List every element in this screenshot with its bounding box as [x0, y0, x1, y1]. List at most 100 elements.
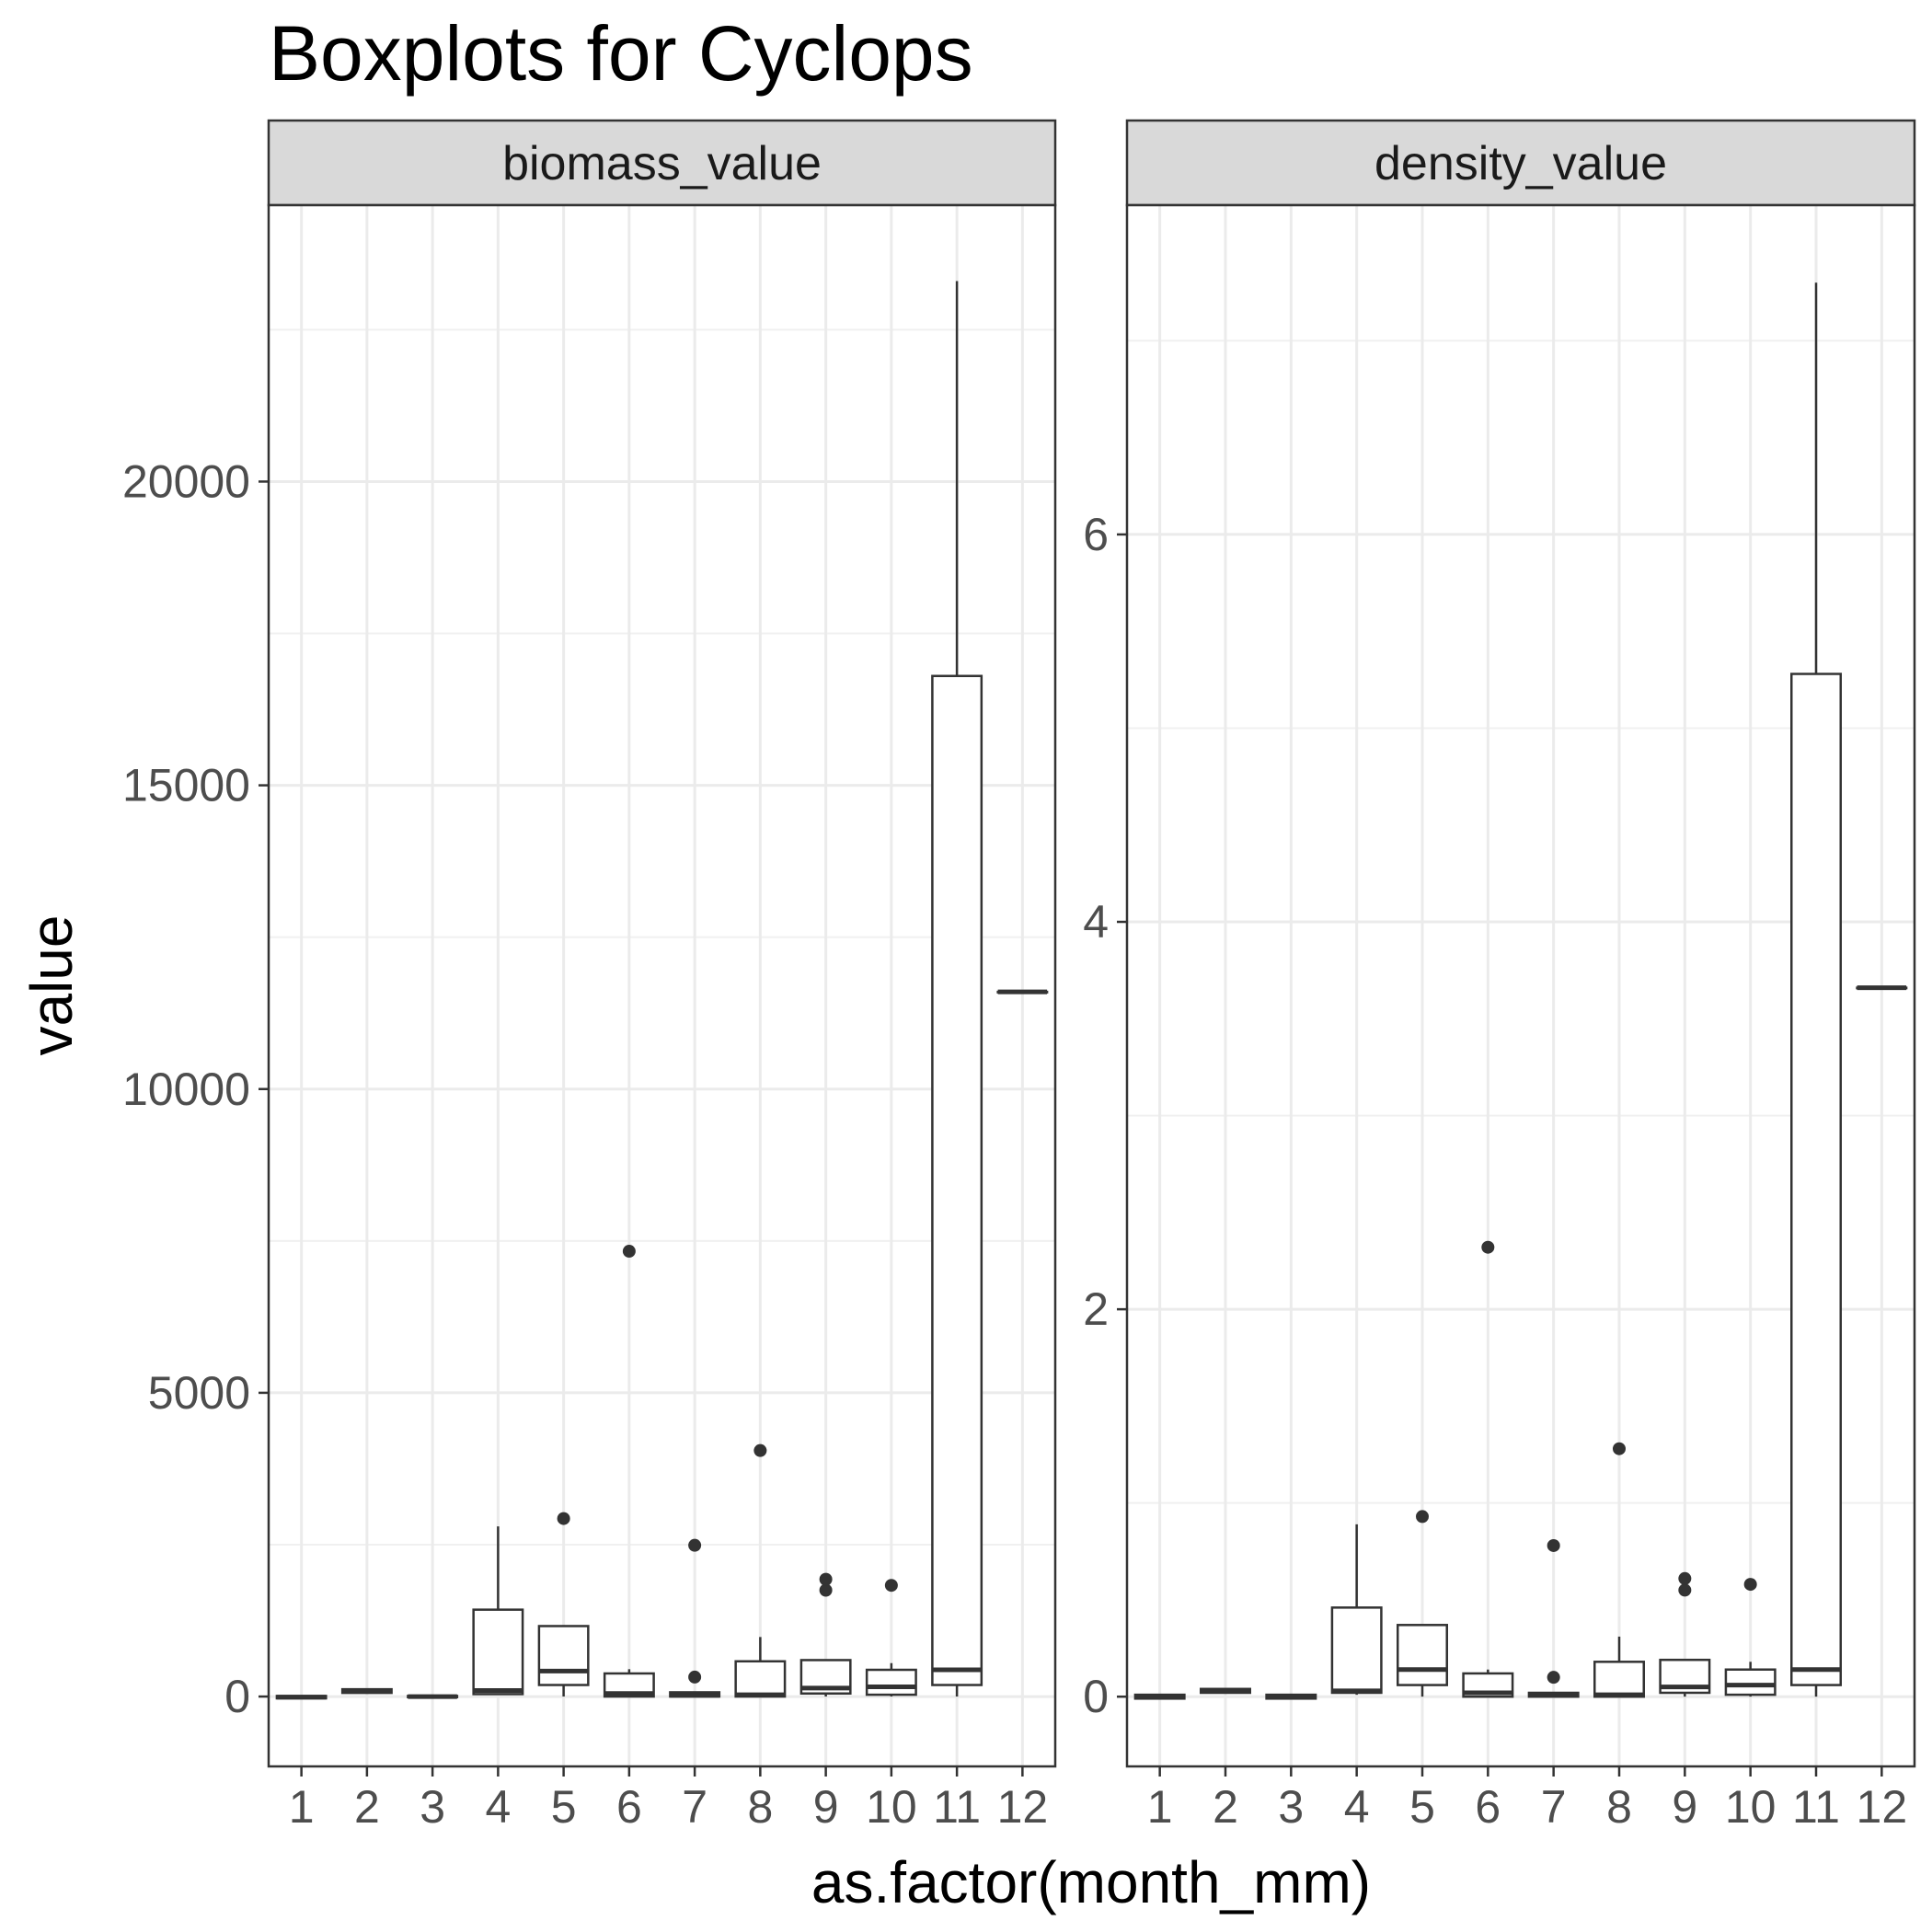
x-axis-title: as.factor(month_mm): [811, 1849, 1371, 1915]
box-10: [1724, 1578, 1777, 1697]
box-10: [865, 1579, 917, 1697]
y-axis-title: value: [18, 915, 85, 1056]
outlier-point: [1678, 1583, 1692, 1597]
box-body: [1593, 1661, 1645, 1698]
box-3: [1265, 1693, 1317, 1700]
outlier-point: [1547, 1538, 1560, 1552]
x-tick-label: 6: [1475, 1781, 1501, 1833]
facet-label-biomass: biomass_value: [502, 137, 822, 190]
x-axis-density: 1 2 3 4 5 6 7 8 9 10 11 12: [1147, 1766, 1907, 1833]
y-tick-label: 6: [1083, 509, 1109, 560]
x-tick-label: 5: [1409, 1781, 1435, 1833]
box-body: [472, 1608, 524, 1696]
box-8: [734, 1443, 787, 1698]
x-tick-label: 2: [354, 1781, 380, 1833]
x-tick-label: 1: [289, 1781, 315, 1833]
y-axis-biomass: 0 5000 10000 15000 20000: [122, 455, 269, 1722]
outlier-point: [622, 1245, 636, 1259]
box-body: [1790, 673, 1842, 1686]
outlier-point: [1416, 1510, 1429, 1524]
outlier-point: [1547, 1671, 1560, 1685]
box-body: [1330, 1606, 1383, 1695]
y-tick-label: 5000: [148, 1367, 250, 1419]
facet-label-density: density_value: [1374, 137, 1667, 190]
box-12: [1856, 985, 1908, 991]
x-tick-label: 11: [1792, 1781, 1840, 1833]
gridlines-biomass: [269, 205, 1055, 1766]
panel-border-density: [1125, 203, 1916, 1768]
x-tick-label: 4: [485, 1781, 511, 1833]
box-4: [1330, 1524, 1383, 1696]
facet-strip-biomass: [267, 119, 1057, 207]
box-body: [865, 1668, 917, 1696]
outlier-point: [688, 1670, 702, 1684]
x-tick-label: 11: [933, 1781, 981, 1833]
box-11: [931, 281, 983, 1697]
panel-background: [1127, 205, 1915, 1766]
box-6: [603, 1245, 655, 1698]
outlier-point: [688, 1538, 702, 1552]
boxes-biomass: [275, 281, 1049, 1700]
box-7: [669, 1538, 721, 1698]
box-8: [1593, 1442, 1645, 1698]
outlier-point: [1481, 1240, 1495, 1254]
y-tick-label: 0: [224, 1671, 250, 1722]
x-tick-label: 9: [1672, 1781, 1697, 1833]
box-1: [275, 1695, 328, 1700]
box-11: [1790, 282, 1842, 1697]
box-7: [1527, 1538, 1580, 1698]
x-tick-label: 1: [1147, 1781, 1173, 1833]
box-body: [931, 674, 983, 1686]
box-body: [537, 1625, 590, 1686]
box-2: [340, 1687, 393, 1695]
x-tick-label: 7: [1541, 1781, 1567, 1833]
y-tick-label: 20000: [122, 455, 250, 507]
x-tick-label: 10: [1725, 1781, 1777, 1833]
box-2: [1200, 1687, 1251, 1695]
x-tick-label: 3: [1278, 1781, 1304, 1833]
box-12: [996, 989, 1049, 995]
x-tick-label: 12: [1857, 1781, 1908, 1833]
x-tick-label: 6: [616, 1781, 642, 1833]
outlier-point: [1678, 1571, 1692, 1585]
box-5: [1397, 1510, 1448, 1697]
x-tick-label: 10: [866, 1781, 917, 1833]
x-tick-label: 9: [813, 1781, 839, 1833]
panel-border-biomass: [267, 203, 1057, 1768]
y-axis-density: 0 2 4 6: [1083, 509, 1127, 1722]
box-body: [1397, 1624, 1448, 1686]
box-9: [1659, 1571, 1711, 1697]
y-tick-label: 4: [1083, 896, 1109, 948]
x-tick-label: 12: [997, 1781, 1049, 1833]
box-body: [1724, 1668, 1777, 1696]
box-4: [472, 1526, 524, 1696]
box-9: [799, 1572, 852, 1697]
x-tick-label: 2: [1213, 1781, 1238, 1833]
outlier-point: [819, 1572, 833, 1586]
x-tick-label: 3: [420, 1781, 445, 1833]
outlier-point: [1743, 1578, 1757, 1592]
x-tick-label: 7: [682, 1781, 707, 1833]
box-1: [1133, 1693, 1186, 1700]
y-tick-label: 10000: [122, 1064, 250, 1115]
y-tick-label: 0: [1083, 1671, 1109, 1722]
x-tick-label: 8: [747, 1781, 773, 1833]
box-body: [734, 1660, 787, 1698]
outlier-point: [753, 1443, 767, 1457]
outlier-point: [884, 1579, 898, 1593]
panel-background: [269, 205, 1055, 1766]
x-tick-label: 8: [1606, 1781, 1632, 1833]
box-5: [537, 1512, 590, 1697]
box-6: [1462, 1240, 1514, 1698]
chart-title: Boxplots for Cyclops: [269, 10, 973, 97]
facet-strip-density: [1125, 119, 1916, 207]
outlier-point: [819, 1583, 833, 1597]
x-axis-biomass: 1 2 3 4 5 6 7 8 9 10 11 12: [289, 1766, 1048, 1833]
y-tick-label: 2: [1083, 1283, 1109, 1335]
x-tick-label: 5: [551, 1781, 577, 1833]
y-tick-label: 15000: [122, 760, 250, 811]
x-tick-label: 4: [1344, 1781, 1370, 1833]
